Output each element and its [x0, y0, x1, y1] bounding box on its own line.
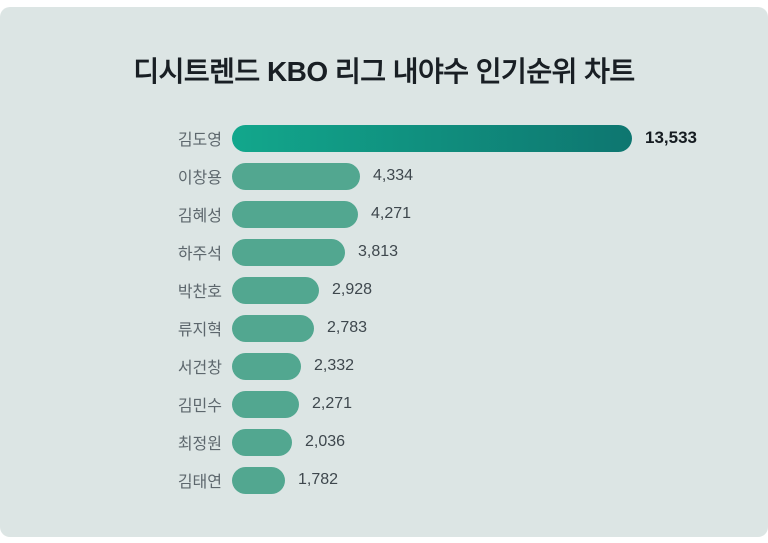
bar-track: 4,271: [232, 200, 768, 228]
chart-title: 디시트렌드 KBO 리그 내야수 인기순위 차트: [133, 56, 635, 87]
chart-card: 디시트렌드 KBO 리그 내야수 인기순위 차트 김도영 13,533 이창용 …: [0, 7, 768, 537]
bar-track: 13,533: [232, 124, 768, 152]
bar-rows: 김도영 13,533 이창용 4,334 김혜성 4,271 하주석 3,813…: [0, 119, 768, 499]
bar[interactable]: [232, 124, 632, 152]
player-name-label: 류지혁: [177, 322, 222, 339]
bar-row: 김민수 2,271: [0, 385, 768, 423]
bar-value-label: 13,533: [645, 128, 697, 147]
bar-track: 3,813: [232, 238, 768, 266]
bar-value-label: 1,782: [298, 471, 339, 488]
player-name-label: 김도영: [177, 132, 222, 149]
player-name-label: 박찬호: [177, 284, 222, 301]
bar-track: 2,332: [232, 352, 768, 380]
player-name-label: 이창용: [177, 170, 222, 187]
bar[interactable]: [232, 314, 314, 342]
bar-row: 박찬호 2,928: [0, 271, 768, 309]
player-name-label: 최정원: [177, 436, 222, 453]
bar-track: 2,036: [232, 428, 768, 456]
bar[interactable]: [232, 162, 360, 190]
bar-value-label: 4,271: [371, 205, 412, 222]
bar-row: 하주석 3,813: [0, 233, 768, 271]
player-name-label: 김태연: [177, 474, 222, 491]
bar[interactable]: [232, 428, 292, 456]
bar-row: 김도영 13,533: [0, 119, 768, 157]
bar-value-label: 3,813: [358, 243, 399, 260]
player-name-label: 하주석: [177, 246, 222, 263]
bar-value-label: 4,334: [373, 167, 414, 184]
bar-row: 김태연 1,782: [0, 461, 768, 499]
bar-value-label: 2,271: [312, 395, 353, 412]
bar-track: 4,334: [232, 162, 768, 190]
bar-row: 최정원 2,036: [0, 423, 768, 461]
bar-track: 1,782: [232, 466, 768, 494]
bar-row: 서건창 2,332: [0, 347, 768, 385]
bar-row: 류지혁 2,783: [0, 309, 768, 347]
bar-value-label: 2,036: [305, 433, 346, 450]
player-name-label: 김혜성: [177, 208, 222, 225]
bar-value-label: 2,332: [314, 357, 355, 374]
bar-track: 2,271: [232, 390, 768, 418]
bar[interactable]: [232, 390, 299, 418]
bar[interactable]: [232, 276, 319, 304]
bar-value-label: 2,783: [327, 319, 368, 336]
bar-row: 김혜성 4,271: [0, 195, 768, 233]
bar[interactable]: [232, 466, 285, 494]
bar[interactable]: [232, 352, 301, 380]
bar-value-label: 2,928: [332, 281, 373, 298]
bar-track: 2,783: [232, 314, 768, 342]
bar-track: 2,928: [232, 276, 768, 304]
bar[interactable]: [232, 200, 358, 228]
bar-row: 이창용 4,334: [0, 157, 768, 195]
bar[interactable]: [232, 238, 345, 266]
player-name-label: 김민수: [177, 398, 222, 415]
player-name-label: 서건창: [177, 360, 222, 377]
